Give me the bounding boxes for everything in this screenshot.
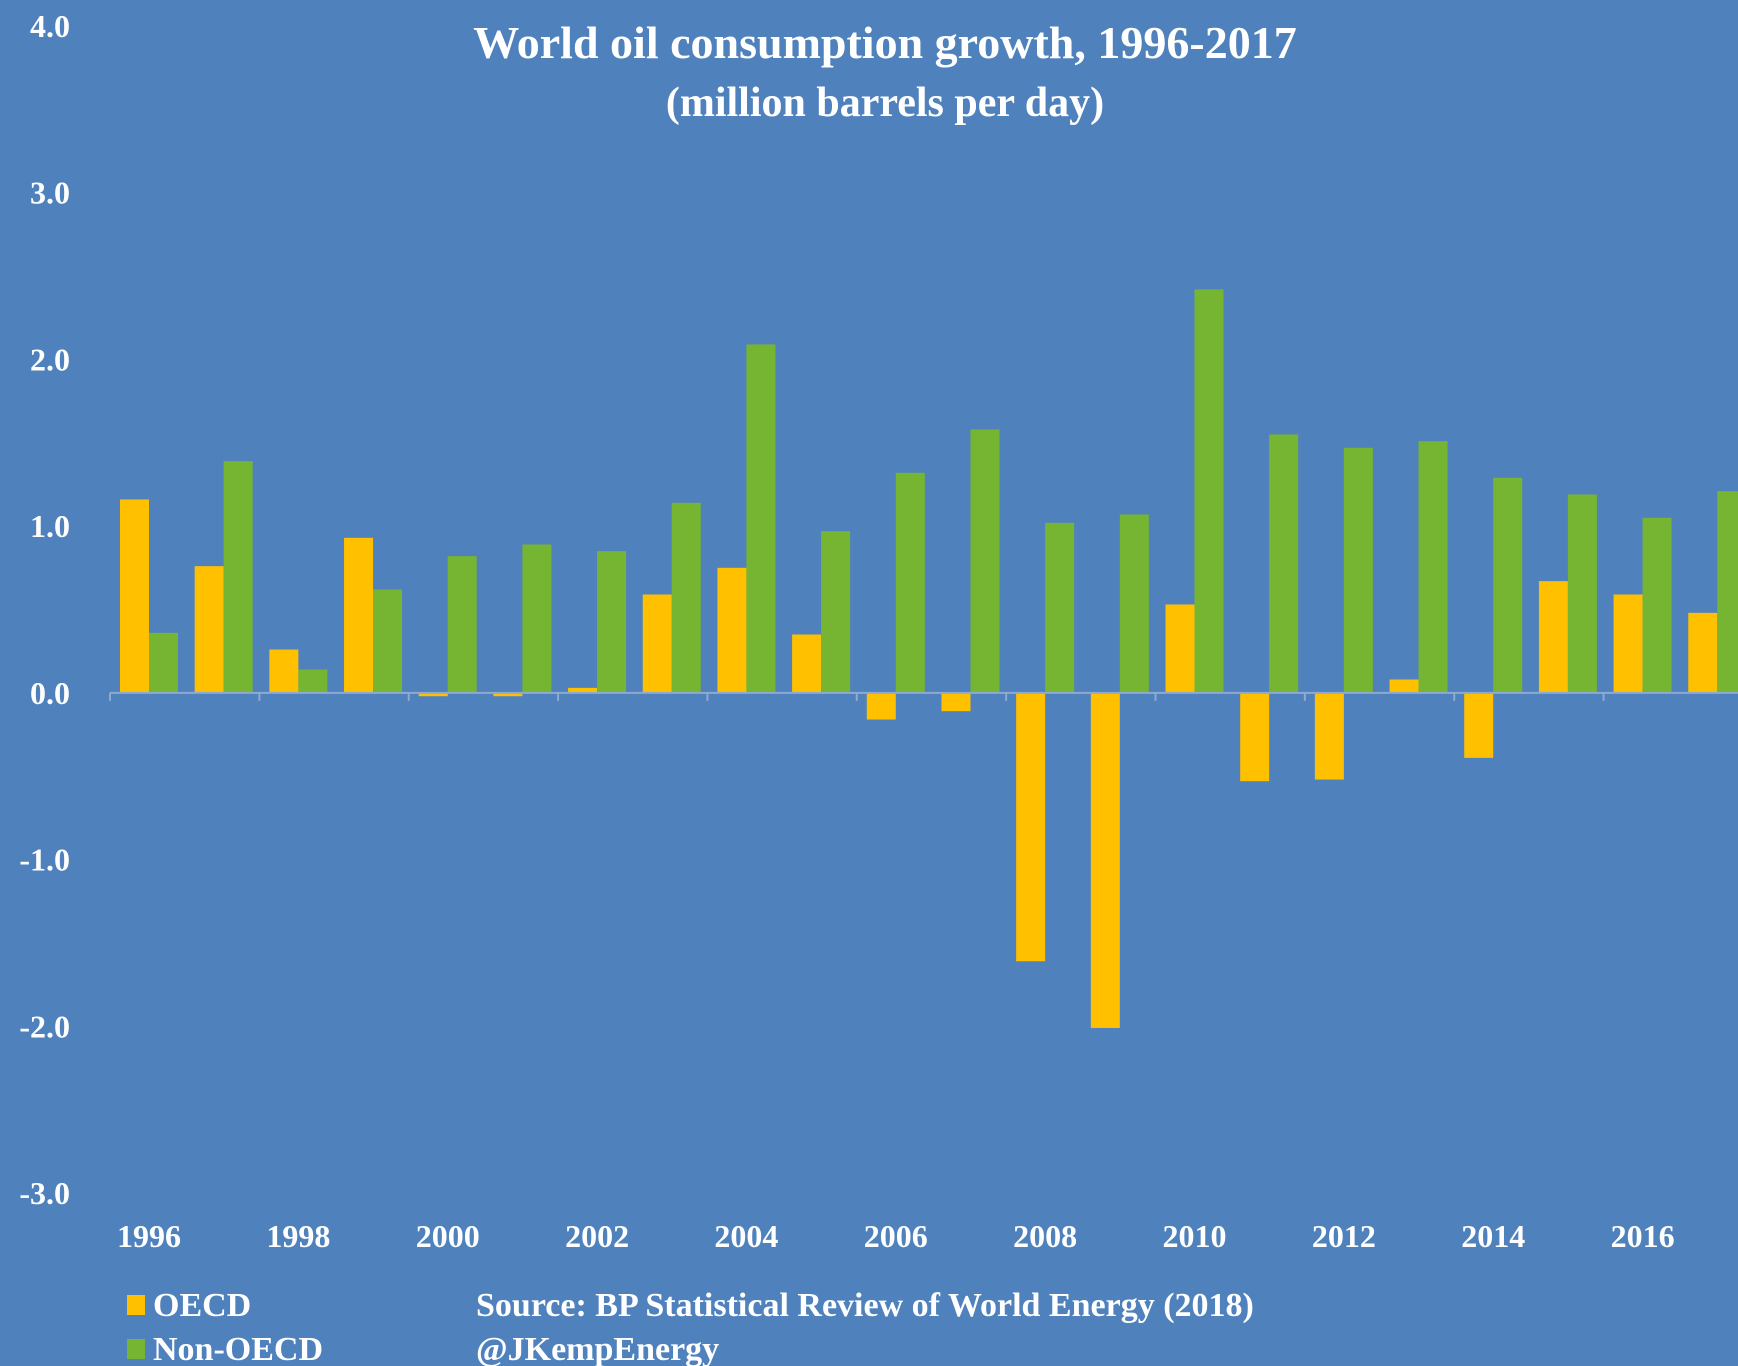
bar-oecd-2015: [1538, 581, 1568, 693]
x-tick-label: 2014: [1461, 1218, 1525, 1254]
bar-oecd-2003: [642, 594, 672, 693]
x-tick-label: 2010: [1163, 1218, 1227, 1254]
bar-non-oecd-2004: [746, 344, 776, 693]
bar-non-oecd-2003: [671, 502, 701, 693]
bar-oecd-2004: [717, 567, 747, 693]
bar-non-oecd-2013: [1418, 441, 1448, 693]
y-tick-label: -3.0: [19, 1175, 70, 1211]
bar-oecd-2014: [1464, 692, 1494, 758]
bar-non-oecd-2016: [1642, 517, 1672, 693]
legend-swatch-non-oecd: [127, 1339, 145, 1359]
bar-oecd-1998: [269, 649, 299, 693]
bar-non-oecd-2001: [522, 544, 552, 693]
bar-oecd-1996: [120, 499, 149, 693]
x-axis: [109, 691, 1738, 701]
y-tick-label: 0.0: [30, 675, 70, 711]
x-tick-label: 2002: [565, 1218, 629, 1254]
bar-oecd-2009: [1090, 692, 1120, 1028]
bar-non-oecd-2000: [447, 556, 477, 693]
chart-subtitle: (million barrels per day): [666, 80, 1104, 126]
bar-non-oecd-2002: [597, 551, 627, 693]
legend: OECD Non-OECD: [127, 1287, 323, 1366]
y-tick-label: 4.0: [30, 8, 70, 44]
bar-oecd-1997: [194, 566, 224, 693]
legend-label-oecd: OECD: [153, 1287, 251, 1324]
x-tick-label: 2006: [864, 1218, 928, 1254]
author-handle: @JKempEnergy: [476, 1331, 719, 1366]
bar-oecd-2000: [418, 692, 448, 697]
bar-oecd-2017: [1688, 612, 1718, 693]
bar-non-oecd-1998: [298, 669, 328, 693]
bar-oecd-2013: [1389, 679, 1419, 693]
x-tick-label: 1998: [266, 1218, 330, 1254]
x-tick-label: 2012: [1312, 1218, 1376, 1254]
bar-oecd-2011: [1240, 692, 1270, 782]
bar-oecd-2016: [1613, 594, 1643, 693]
bar-non-oecd-2010: [1194, 289, 1224, 693]
y-tick-label: -2.0: [19, 1008, 70, 1044]
bar-non-oecd-2015: [1567, 494, 1597, 693]
source-line: Source: BP Statistical Review of World E…: [476, 1287, 1254, 1324]
bar-non-oecd-2014: [1493, 477, 1523, 693]
x-tick-label: 1996: [117, 1218, 181, 1254]
bar-oecd-2006: [866, 692, 896, 720]
bar-non-oecd-2007: [970, 429, 1000, 693]
bar-oecd-2005: [792, 634, 822, 693]
y-axis: 4.0 3.0 2.0 1.0 0.0 -1.0 -2.0 -3.0: [19, 8, 70, 1211]
bar-non-oecd-2012: [1343, 447, 1373, 693]
bar-oecd-2001: [493, 692, 523, 697]
bars-group: [120, 289, 1738, 1028]
bar-oecd-2012: [1314, 692, 1344, 780]
bar-non-oecd-2006: [895, 472, 925, 693]
bar-oecd-2010: [1165, 604, 1195, 693]
bar-non-oecd-2009: [1119, 514, 1149, 693]
bar-oecd-2002: [568, 687, 598, 693]
x-tick-label: 2008: [1013, 1218, 1077, 1254]
bar-oecd-2007: [941, 692, 971, 712]
y-tick-label: 3.0: [30, 175, 70, 211]
bar-non-oecd-1997: [223, 461, 253, 693]
x-tick-label: 2000: [416, 1218, 480, 1254]
bar-oecd-1999: [344, 537, 374, 693]
x-tick-labels: 1996 1998 2000 2002 2004 2006 2008 2010 2012 2014…: [117, 1218, 1675, 1254]
y-tick-label: 1.0: [30, 508, 70, 544]
bar-non-oecd-2011: [1269, 434, 1299, 693]
x-tick-label: 2016: [1611, 1218, 1675, 1254]
y-tick-label: -1.0: [19, 842, 70, 878]
y-tick-label: 2.0: [30, 341, 70, 377]
x-tick-label: 2004: [714, 1218, 778, 1254]
legend-swatch-oecd: [127, 1295, 145, 1315]
bar-non-oecd-2005: [821, 531, 851, 693]
bar-non-oecd-2008: [1045, 522, 1075, 693]
chart-title: World oil consumption growth, 1996-2017: [473, 17, 1296, 68]
bar-non-oecd-2017: [1717, 491, 1738, 693]
legend-label-non-oecd: Non-OECD: [153, 1331, 323, 1366]
bar-non-oecd-1996: [149, 632, 178, 693]
bar-non-oecd-1999: [373, 589, 403, 693]
bar-oecd-2008: [1016, 692, 1046, 962]
